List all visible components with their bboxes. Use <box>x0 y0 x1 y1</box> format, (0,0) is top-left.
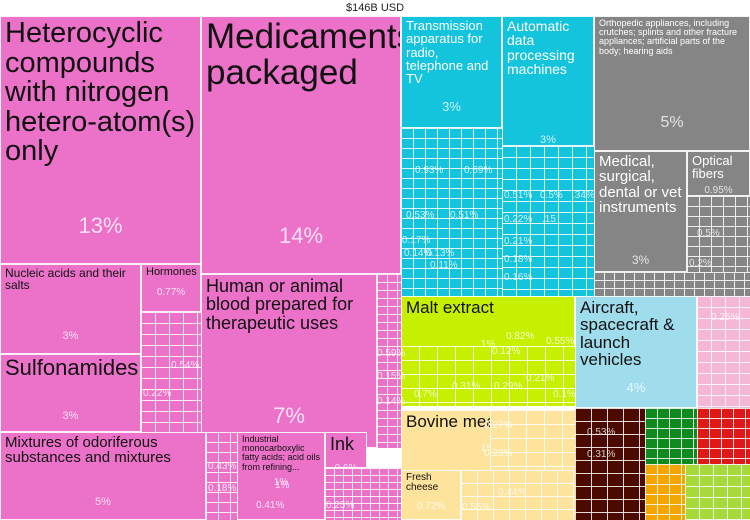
treemap-tile[interactable]: Hormones 0.77% <box>141 264 201 312</box>
small-tiles-block[interactable] <box>645 464 685 520</box>
tile-percentage: 1% <box>273 477 289 488</box>
tile-label: Medicaments, packaged <box>206 17 400 92</box>
tile-percentage: 3% <box>442 99 461 114</box>
tile-percentage: 3% <box>631 253 650 267</box>
small-tiles-block[interactable] <box>141 312 201 432</box>
treemap-tile[interactable]: Medical, surgical, dental or vet instrum… <box>594 151 687 272</box>
tile-label: Aircraft, spacecraft & launch vehicles <box>580 298 675 369</box>
small-tiles-block[interactable] <box>401 346 575 406</box>
treemap-tile[interactable]: Mixtures of odoriferous substances and m… <box>0 432 206 520</box>
tile-percentage: 4% <box>626 380 646 395</box>
tile-label: Hormones <box>146 266 197 278</box>
treemap-tile[interactable]: Nucleic acids and their salts 3% <box>0 264 141 354</box>
tile-label: Mixtures of odoriferous substances and m… <box>5 434 171 467</box>
treemap-tile[interactable]: Transmission apparatus for radio, teleph… <box>401 16 502 128</box>
treemap-tile[interactable]: Orthopedic appliances, including crutche… <box>594 16 750 151</box>
tile-percentage: 3% <box>62 410 79 422</box>
tile-label: Nucleic acids and their salts <box>5 266 126 293</box>
small-tiles-block[interactable] <box>594 272 750 296</box>
tile-percentage: 0.72% <box>416 501 446 512</box>
small-tiles-block[interactable] <box>206 432 237 520</box>
treemap-tile[interactable]: Ink0.6% <box>325 432 367 468</box>
small-tiles-block[interactable] <box>502 146 594 296</box>
tile-label: Heterocyclic compounds with nitrogen het… <box>5 17 196 168</box>
tile-label: Transmission apparatus for radio, teleph… <box>406 18 489 86</box>
treemap-tile[interactable]: Human or animal blood prepared for thera… <box>201 274 377 448</box>
small-tiles-block[interactable] <box>461 470 575 520</box>
small-tiles-block[interactable] <box>697 408 750 464</box>
treemap-tile[interactable]: Optical fibers 0.95% <box>687 151 750 196</box>
small-tiles-block[interactable] <box>645 408 697 464</box>
small-tiles-block[interactable] <box>697 296 750 408</box>
tile-label: Ink <box>330 434 355 454</box>
chart-title: $146B USD <box>345 2 405 14</box>
tile-label: Optical fibers <box>692 153 733 182</box>
tile-percentage: 13% <box>78 213 123 238</box>
treemap-tile[interactable]: Sulfonamides 3% <box>0 354 141 432</box>
tile-label: Malt extract <box>406 298 494 317</box>
small-tiles-block[interactable] <box>401 128 502 296</box>
tile-percentage: 0.77% <box>156 287 186 298</box>
tile-percentage: 14% <box>278 223 324 248</box>
tile-percentage: 3% <box>540 134 556 146</box>
treemap-tile[interactable]: Medicaments, packaged 14% <box>201 16 401 274</box>
tile-label: Medical, surgical, dental or vet instrum… <box>599 153 682 216</box>
treemap-tile[interactable]: Automatic data processing machines 3% <box>502 16 594 146</box>
small-tiles-block[interactable] <box>377 274 401 448</box>
tile-label: Fresh cheese <box>406 472 439 494</box>
treemap-tile[interactable]: Fresh cheese 0.72% <box>401 470 461 520</box>
treemap-tile[interactable]: Heterocyclic compounds with nitrogen het… <box>0 16 201 264</box>
tile-label: Orthopedic appliances, including crutche… <box>599 18 738 56</box>
tile-label: Sulfonamides <box>5 355 139 380</box>
tile-percentage: 0.95% <box>704 185 733 196</box>
tile-percentage: 7% <box>273 403 305 428</box>
small-tiles-block[interactable] <box>325 468 401 520</box>
tile-label: Automatic data processing machines <box>507 18 575 77</box>
tile-percentage: 5% <box>95 496 111 508</box>
small-tiles-block[interactable] <box>575 408 645 520</box>
small-tiles-block[interactable] <box>685 464 750 520</box>
tile-percentage: 3% <box>62 330 79 342</box>
tile-label: Human or animal blood prepared for thera… <box>206 276 354 333</box>
small-tiles-block[interactable] <box>687 196 750 272</box>
tile-percentage: 5% <box>660 114 684 131</box>
small-tiles-block[interactable] <box>490 410 575 470</box>
treemap-area: Heterocyclic compounds with nitrogen het… <box>0 16 750 520</box>
treemap-tile[interactable]: Industrial monocarboxylic fatty acids; a… <box>237 432 325 520</box>
tile-label: Industrial monocarboxylic fatty acids; a… <box>242 434 321 472</box>
treemap-tile[interactable]: Aircraft, spacecraft & launch vehicles 4% <box>575 296 697 408</box>
